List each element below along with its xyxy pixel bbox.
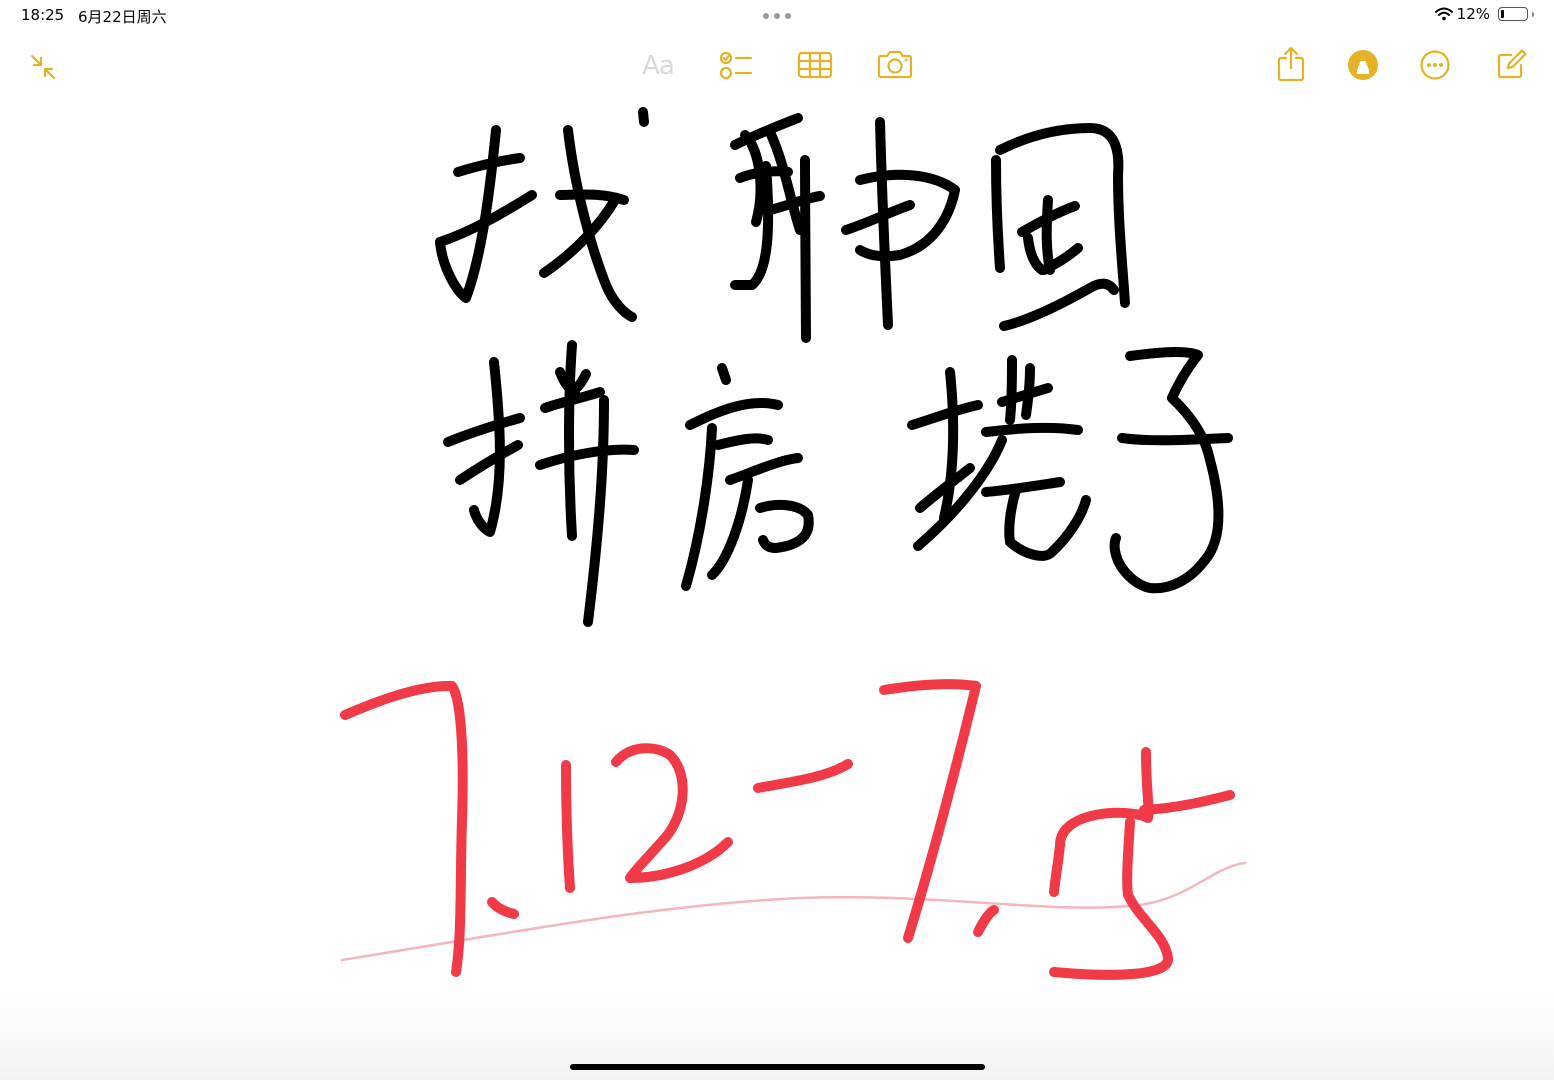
more-ellipsis-icon — [1420, 50, 1450, 80]
dot-a — [487, 897, 519, 919]
collapse-arrows-icon — [30, 54, 56, 80]
share-icon — [1277, 46, 1305, 82]
pink-underline-stroke — [340, 861, 1247, 962]
char-da — [907, 355, 1091, 561]
digit-7-b — [879, 679, 981, 943]
battery-icon — [1498, 7, 1528, 21]
checklist-icon — [719, 51, 753, 80]
dash — [753, 759, 853, 793]
battery-tip — [1532, 11, 1534, 17]
digit-7-a — [340, 680, 468, 977]
share-button[interactable] — [1272, 44, 1310, 84]
note-drawing-canvas[interactable] — [0, 90, 1554, 1080]
compose-button[interactable] — [1492, 46, 1530, 84]
digit-2-a — [611, 743, 733, 883]
format-label: Aa — [642, 51, 675, 81]
red-handwriting — [340, 679, 1235, 980]
black-handwriting — [435, 107, 1233, 627]
status-bar: 18:25 6月22日周六 12% — [0, 0, 1554, 32]
status-date: 6月22日周六 — [78, 8, 167, 26]
char-zhao — [435, 107, 649, 322]
battery-fill — [1501, 10, 1504, 18]
checklist-button[interactable] — [716, 46, 756, 84]
home-indicator[interactable] — [570, 1064, 985, 1070]
status-time: 18:25 — [21, 6, 65, 24]
digit-5 — [1139, 790, 1235, 815]
markup-button[interactable] — [1344, 46, 1382, 84]
markup-pen-icon — [1348, 50, 1378, 80]
wifi-icon — [1434, 7, 1453, 21]
char-guo — [991, 123, 1130, 331]
table-button[interactable] — [794, 46, 836, 84]
dot-b — [973, 905, 999, 937]
status-right-cluster: 12% — [1434, 5, 1534, 23]
battery-percent: 12% — [1456, 5, 1490, 23]
char-fang — [681, 363, 814, 591]
camera-icon — [877, 50, 913, 79]
collapse-button[interactable] — [26, 50, 60, 84]
digit-5-body — [1049, 817, 1173, 980]
digit-1-b — [1049, 747, 1154, 897]
more-button[interactable] — [1416, 46, 1454, 84]
digit-1-a — [561, 760, 575, 893]
char-pin — [443, 340, 639, 627]
compose-icon — [1497, 49, 1527, 79]
format-button[interactable]: Aa — [636, 48, 680, 84]
char-zi — [1109, 347, 1233, 594]
multitasking-dots-icon[interactable] — [762, 12, 792, 20]
table-icon — [797, 51, 833, 79]
char-han — [730, 113, 960, 343]
camera-button[interactable] — [874, 46, 916, 84]
